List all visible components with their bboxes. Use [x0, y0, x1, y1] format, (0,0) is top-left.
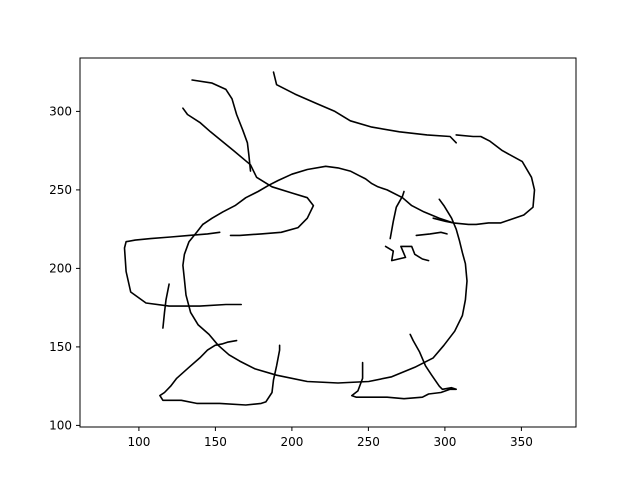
- y-tick-label: 100: [49, 419, 72, 433]
- series-line: [384, 245, 430, 262]
- series-line: [272, 71, 458, 144]
- series-line: [191, 79, 252, 172]
- series-line: [182, 198, 468, 384]
- x-tick-label: 350: [510, 435, 533, 449]
- y-tick-label: 250: [49, 183, 72, 197]
- series-line: [182, 107, 315, 237]
- series-line: [162, 283, 170, 329]
- y-tick-label: 200: [49, 262, 72, 276]
- x-axis: 100 150 200 250 300 350: [127, 427, 533, 449]
- y-tick-label: 300: [49, 105, 72, 119]
- y-axis: 100 150 200 250 300: [49, 105, 80, 433]
- x-tick-label: 150: [204, 435, 227, 449]
- series-line: [432, 134, 536, 226]
- plot-area-frame: [79, 57, 577, 428]
- y-tick-label: 150: [49, 340, 72, 354]
- plot-strokes: [123, 71, 536, 406]
- x-tick-label: 250: [357, 435, 380, 449]
- series-line: [350, 333, 458, 400]
- x-tick-label: 300: [433, 435, 456, 449]
- series-line: [202, 165, 455, 226]
- x-tick-label: 200: [280, 435, 303, 449]
- series-line: [389, 190, 405, 240]
- series-line: [159, 339, 281, 406]
- series-line: [415, 231, 448, 237]
- x-tick-label: 100: [127, 435, 150, 449]
